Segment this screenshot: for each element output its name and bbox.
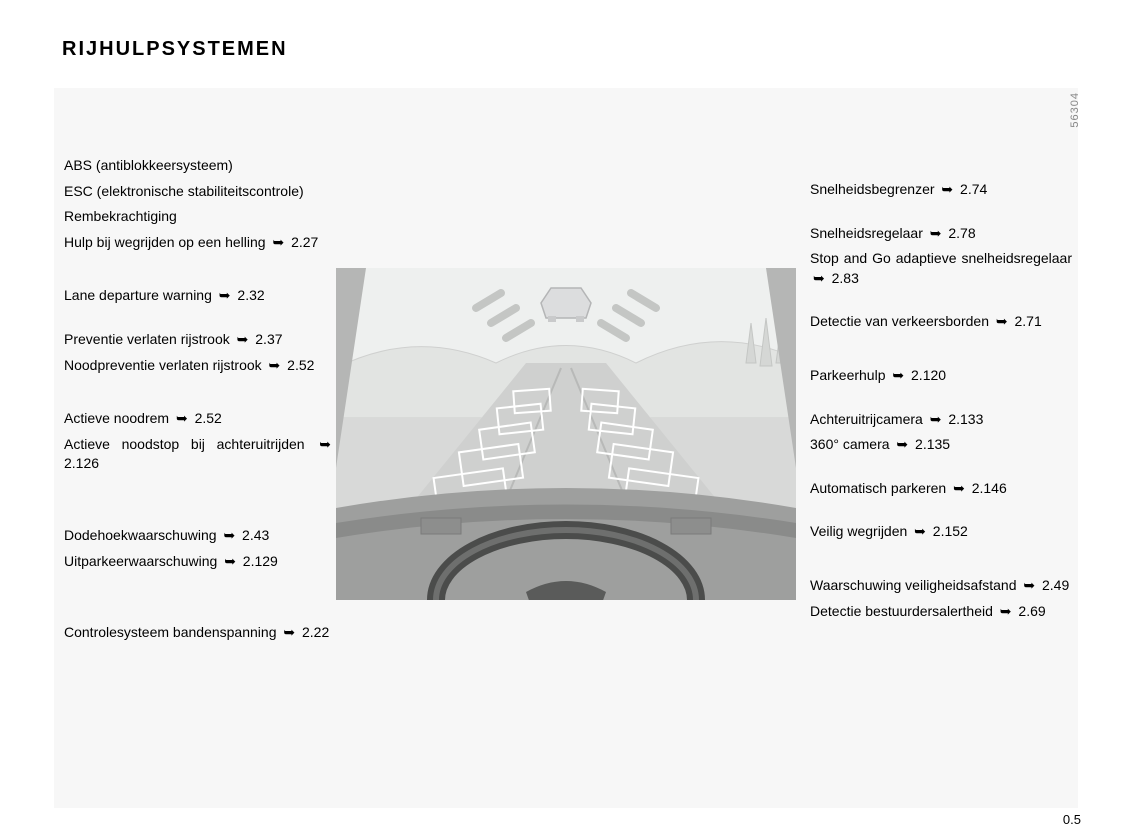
ref: 2.27 [287, 234, 318, 250]
item-park-assist: Parkeerhulp ➥ 2.120 [810, 366, 1072, 386]
arrow-icon: ➥ [930, 224, 942, 244]
arrow-icon: ➥ [941, 180, 953, 200]
arrow-icon: ➥ [269, 356, 281, 376]
image-reference-code: 56304 [1069, 92, 1081, 128]
text: Stop and Go adaptieve snelheidsregelaar [810, 250, 1072, 266]
ref: 2.43 [238, 527, 269, 543]
ref: 2.133 [944, 411, 983, 427]
item-360-camera: 360° camera ➥ 2.135 [810, 435, 1072, 455]
text: Uitparkeerwaarschuwing [64, 553, 221, 569]
ref: 2.152 [929, 523, 968, 539]
left-column: ABS (antiblokkeersysteem) ESC (elektroni… [64, 156, 334, 649]
text: Detectie bestuurdersalertheid [810, 603, 997, 619]
ref: 2.120 [907, 367, 946, 383]
text: Snelheidsbegrenzer [810, 181, 938, 197]
ref: 2.71 [1011, 313, 1042, 329]
arrow-icon: ➥ [953, 479, 965, 499]
arrow-icon: ➥ [237, 330, 249, 350]
ref: 2.22 [298, 624, 329, 640]
arrow-icon: ➥ [223, 526, 235, 546]
ref: 2.37 [251, 331, 282, 347]
arrow-icon: ➥ [1000, 602, 1012, 622]
item-safe-exit: Veilig wegrijden ➥ 2.152 [810, 522, 1072, 542]
right-column: Snelheidsbegrenzer ➥ 2.74 Snelheidsregel… [810, 180, 1072, 627]
arrow-icon: ➥ [892, 366, 904, 386]
text: 360° camera [810, 436, 893, 452]
ref: 2.52 [283, 357, 314, 373]
arrow-icon: ➥ [272, 233, 284, 253]
arrow-icon: ➥ [176, 409, 188, 429]
item-blind-spot: Dodehoekwaarschuwing ➥ 2.43 [64, 526, 334, 546]
arrow-icon: ➥ [319, 435, 331, 455]
item-tpms: Controlesysteem bandenspanning ➥ 2.22 [64, 623, 334, 643]
text: Actieve noodstop bij achteruitrijden [64, 436, 316, 452]
ref: 2.52 [191, 410, 222, 426]
arrow-icon: ➥ [224, 552, 236, 572]
text: Dodehoekwaarschuwing [64, 527, 220, 543]
text: Controlesysteem bandenspanning [64, 624, 280, 640]
text: Parkeerhulp [810, 367, 889, 383]
item-cruise: Snelheidsregelaar ➥ 2.78 [810, 224, 1072, 244]
item-ldw: Lane departure warning ➥ 2.32 [64, 286, 334, 306]
text: Waarschuwing veiligheidsafstand [810, 577, 1020, 593]
arrow-icon: ➥ [1023, 576, 1035, 596]
arrow-icon: ➥ [930, 410, 942, 430]
item-speed-limiter: Snelheidsbegrenzer ➥ 2.74 [810, 180, 1072, 200]
arrow-icon: ➥ [219, 286, 231, 306]
ref: 2.69 [1015, 603, 1046, 619]
item-rear-aeb: Actieve noodstop bij achteruitrijden ➥ 2… [64, 435, 334, 474]
text: Actieve noodrem [64, 410, 173, 426]
item-auto-park: Automatisch parkeren ➥ 2.146 [810, 479, 1072, 499]
ref: 2.78 [944, 225, 975, 241]
item-distance-warn: Waarschuwing veiligheidsafstand ➥ 2.49 [810, 576, 1072, 596]
text: Achteruitrijcamera [810, 411, 927, 427]
page-number: 0.5 [1063, 812, 1081, 827]
arrow-icon: ➥ [813, 269, 825, 289]
ref: 2.83 [828, 270, 859, 286]
item-emergency-lane: Noodpreventie verlaten rijstrook ➥ 2.52 [64, 356, 334, 376]
ref: 2.129 [239, 553, 278, 569]
text: Veilig wegrijden [810, 523, 911, 539]
item-rear-camera: Achteruitrijcamera ➥ 2.133 [810, 410, 1072, 430]
item-driver-alert: Detectie bestuurdersalertheid ➥ 2.69 [810, 602, 1072, 622]
text: Hulp bij wegrijden op een helling [64, 234, 269, 250]
ref: 2.74 [956, 181, 987, 197]
page-title: RIJHULPSYSTEMEN [62, 38, 288, 61]
ref: 2.32 [234, 287, 265, 303]
item-abs: ABS (antiblokkeersysteem) [64, 156, 334, 176]
arrow-icon: ➥ [896, 435, 908, 455]
item-esc: ESC (elektronische stabiliteitscontrole) [64, 182, 334, 202]
item-adaptive-cruise: Stop and Go adaptieve snelheidsregelaar … [810, 249, 1072, 288]
item-sign-detect: Detectie van verkeersborden ➥ 2.71 [810, 312, 1072, 332]
driving-illustration [336, 268, 796, 600]
text: Lane departure warning [64, 287, 216, 303]
item-brake-assist: Rembekrachtiging [64, 207, 334, 227]
arrow-icon: ➥ [996, 312, 1008, 332]
text: Detectie van verkeersborden [810, 313, 993, 329]
ref: 2.146 [968, 480, 1007, 496]
ref: 2.135 [911, 436, 950, 452]
arrow-icon: ➥ [283, 623, 295, 643]
ref: 2.126 [64, 455, 99, 471]
text: Noodpreventie verlaten rijstrook [64, 357, 266, 373]
text: Preventie verlaten rijstrook [64, 331, 234, 347]
item-hill-start: Hulp bij wegrijden op een helling ➥ 2.27 [64, 233, 334, 253]
text: Snelheidsregelaar [810, 225, 927, 241]
item-exit-park-warn: Uitparkeerwaarschuwing ➥ 2.129 [64, 552, 334, 572]
item-aeb: Actieve noodrem ➥ 2.52 [64, 409, 334, 429]
ref: 2.49 [1038, 577, 1069, 593]
text: Automatisch parkeren [810, 480, 950, 496]
item-lane-prevent: Preventie verlaten rijstrook ➥ 2.37 [64, 330, 334, 350]
arrow-icon: ➥ [914, 522, 926, 542]
